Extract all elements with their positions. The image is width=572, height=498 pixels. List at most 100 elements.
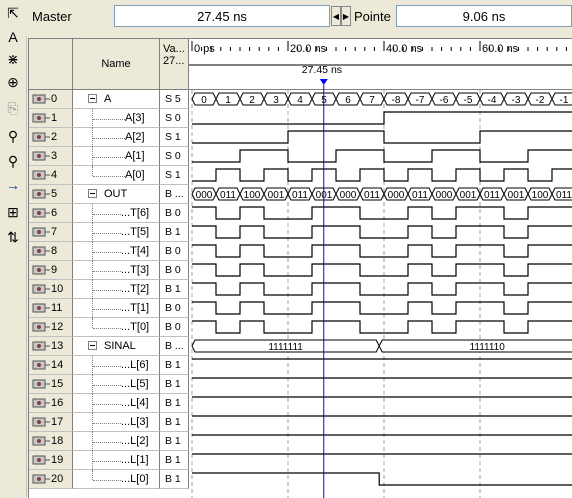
tree-line xyxy=(93,366,121,367)
find-icon[interactable]: ⚲ xyxy=(7,127,19,144)
signal-name-cell[interactable]: ...L[6] xyxy=(73,356,160,375)
master-scroll-left-button[interactable]: ◀ xyxy=(331,6,341,26)
cursor-marker-icon[interactable] xyxy=(319,79,328,85)
signal-row[interactable]: 15 ...L[5] B 1 xyxy=(29,375,572,394)
signal-index: 2 xyxy=(51,131,58,143)
select-arrow-icon[interactable]: ⇱ xyxy=(7,4,19,21)
signal-name-cell[interactable]: ...L[5] xyxy=(73,375,160,394)
bus-value-label: -1 xyxy=(560,95,569,106)
signal-index-cell: 8 xyxy=(29,242,73,261)
signal-name: ...T[0] xyxy=(121,321,150,333)
master-time-field[interactable]: 27.45 ns xyxy=(114,5,330,27)
signal-value: S 0 xyxy=(160,147,189,166)
signal-value: S 5 xyxy=(160,90,189,109)
signal-index: 14 xyxy=(51,359,64,371)
signal-row[interactable]: 1 A[3] S 0 xyxy=(29,109,572,128)
signal-name: ...T[6] xyxy=(121,207,150,219)
cursor-time-label: 27.45 ns xyxy=(302,64,342,76)
signal-value: B 1 xyxy=(160,223,189,242)
signal-row[interactable]: 20 ...L[0] B 1 xyxy=(29,470,572,489)
tree-line xyxy=(92,356,94,375)
collapse-icon[interactable] xyxy=(88,189,97,198)
signal-index-cell: 11 xyxy=(29,299,73,318)
signal-name-cell[interactable]: A[3] xyxy=(73,109,160,128)
index-header xyxy=(29,39,73,90)
tree-line xyxy=(92,223,94,242)
signal-index: 4 xyxy=(51,169,58,181)
signal-row[interactable]: 3 A[1] S 0 xyxy=(29,147,572,166)
signal-row[interactable]: 18 ...L[2] B 1 xyxy=(29,432,572,451)
signal-name-cell[interactable]: A xyxy=(73,90,160,109)
signal-name-cell[interactable]: A[0] xyxy=(73,166,160,185)
zoom-icon[interactable]: ⊕ xyxy=(7,73,19,90)
signal-row[interactable]: 6 ...T[6] B 0 xyxy=(29,204,572,223)
text-tool-icon[interactable]: A xyxy=(8,29,18,45)
sort-icon[interactable]: ⇅ xyxy=(7,228,19,245)
signal-row[interactable]: 14 ...L[6] B 1 xyxy=(29,356,572,375)
signal-name: ...L[2] xyxy=(121,435,149,447)
signal-row[interactable]: 2 A[2] S 1 xyxy=(29,128,572,147)
grid-snap-icon[interactable]: ⊞ xyxy=(7,203,19,220)
signal-value: S 1 xyxy=(160,166,189,185)
signal-row[interactable]: 4 A[0] S 1 xyxy=(29,166,572,185)
signal-value: B 0 xyxy=(160,299,189,318)
bit-waveform xyxy=(192,130,572,144)
copy-icon[interactable]: ⎘ xyxy=(7,99,19,116)
signal-row[interactable]: 5 OUT B ... xyxy=(29,185,572,204)
signal-row[interactable]: 0 A S 5 xyxy=(29,90,572,109)
signal-name-cell[interactable]: OUT xyxy=(73,185,160,204)
tree-line xyxy=(92,147,94,166)
signal-name-cell[interactable]: ...T[3] xyxy=(73,261,160,280)
signal-name-cell[interactable]: ...T[4] xyxy=(73,242,160,261)
signal-index-cell: 7 xyxy=(29,223,73,242)
bus-value-label: 011 xyxy=(412,190,428,201)
signal-name-cell[interactable]: ...L[2] xyxy=(73,432,160,451)
signal-name-cell[interactable]: ...T[6] xyxy=(73,204,160,223)
signal-row[interactable]: 17 ...L[3] B 1 xyxy=(29,413,572,432)
value-column-header[interactable]: Va... 27... xyxy=(160,39,189,90)
signal-name-cell[interactable]: ...T[0] xyxy=(73,318,160,337)
pointer-time-label: Pointe xyxy=(354,9,391,24)
signal-name-cell[interactable]: ...T[1] xyxy=(73,299,160,318)
signal-name-cell[interactable]: ...L[0] xyxy=(73,470,160,489)
signal-name-cell[interactable]: ...T[5] xyxy=(73,223,160,242)
bit-waveform xyxy=(192,111,572,125)
signal-row[interactable]: 13 SINAL B ... xyxy=(29,337,572,356)
signal-name-cell[interactable]: ...L[4] xyxy=(73,394,160,413)
signal-row[interactable]: 7 ...T[5] B 1 xyxy=(29,223,572,242)
tree-line xyxy=(92,242,94,261)
name-column-header[interactable]: Name xyxy=(73,39,160,90)
find-next-icon[interactable]: ⚲ xyxy=(7,152,19,169)
signal-row[interactable]: 16 ...L[4] B 1 xyxy=(29,394,572,413)
signal-row[interactable]: 10 ...T[2] B 1 xyxy=(29,280,572,299)
collapse-icon[interactable] xyxy=(88,94,97,103)
signal-name: ...L[3] xyxy=(121,416,149,428)
signal-name-cell[interactable]: A[1] xyxy=(73,147,160,166)
signal-row[interactable]: 19 ...L[1] B 1 xyxy=(29,451,572,470)
signal-name-cell[interactable]: A[2] xyxy=(73,128,160,147)
input-pin-icon xyxy=(32,265,51,275)
signal-index-cell: 0 xyxy=(29,90,73,109)
goto-icon[interactable]: → xyxy=(6,177,20,193)
signal-index: 19 xyxy=(51,454,64,466)
signal-row[interactable]: 9 ...T[3] B 0 xyxy=(29,261,572,280)
signal-name-cell[interactable]: ...L[3] xyxy=(73,413,160,432)
bus-value-label: -3 xyxy=(512,95,521,106)
signal-row[interactable]: 8 ...T[4] B 0 xyxy=(29,242,572,261)
bus-value-label: 1111110 xyxy=(470,342,506,353)
signal-row[interactable]: 11 ...T[1] B 0 xyxy=(29,299,572,318)
bit-waveform xyxy=(192,244,572,258)
collapse-icon[interactable] xyxy=(88,341,97,350)
waveform-edit-icon[interactable]: ⋇ xyxy=(7,50,19,67)
tree-line xyxy=(92,394,94,413)
signal-name-cell[interactable]: SINAL xyxy=(73,337,160,356)
master-scroll-right-button[interactable]: ▶ xyxy=(341,6,351,26)
signal-name-cell[interactable]: ...T[2] xyxy=(73,280,160,299)
signal-row[interactable]: 12 ...T[0] B 0 xyxy=(29,318,572,337)
bit-waveform xyxy=(192,301,572,315)
time-tick-label: 20.0 ns xyxy=(290,43,327,55)
pointer-time-field[interactable]: 9.06 ns xyxy=(396,5,572,27)
signal-index: 5 xyxy=(51,188,58,200)
signal-name-cell[interactable]: ...L[1] xyxy=(73,451,160,470)
